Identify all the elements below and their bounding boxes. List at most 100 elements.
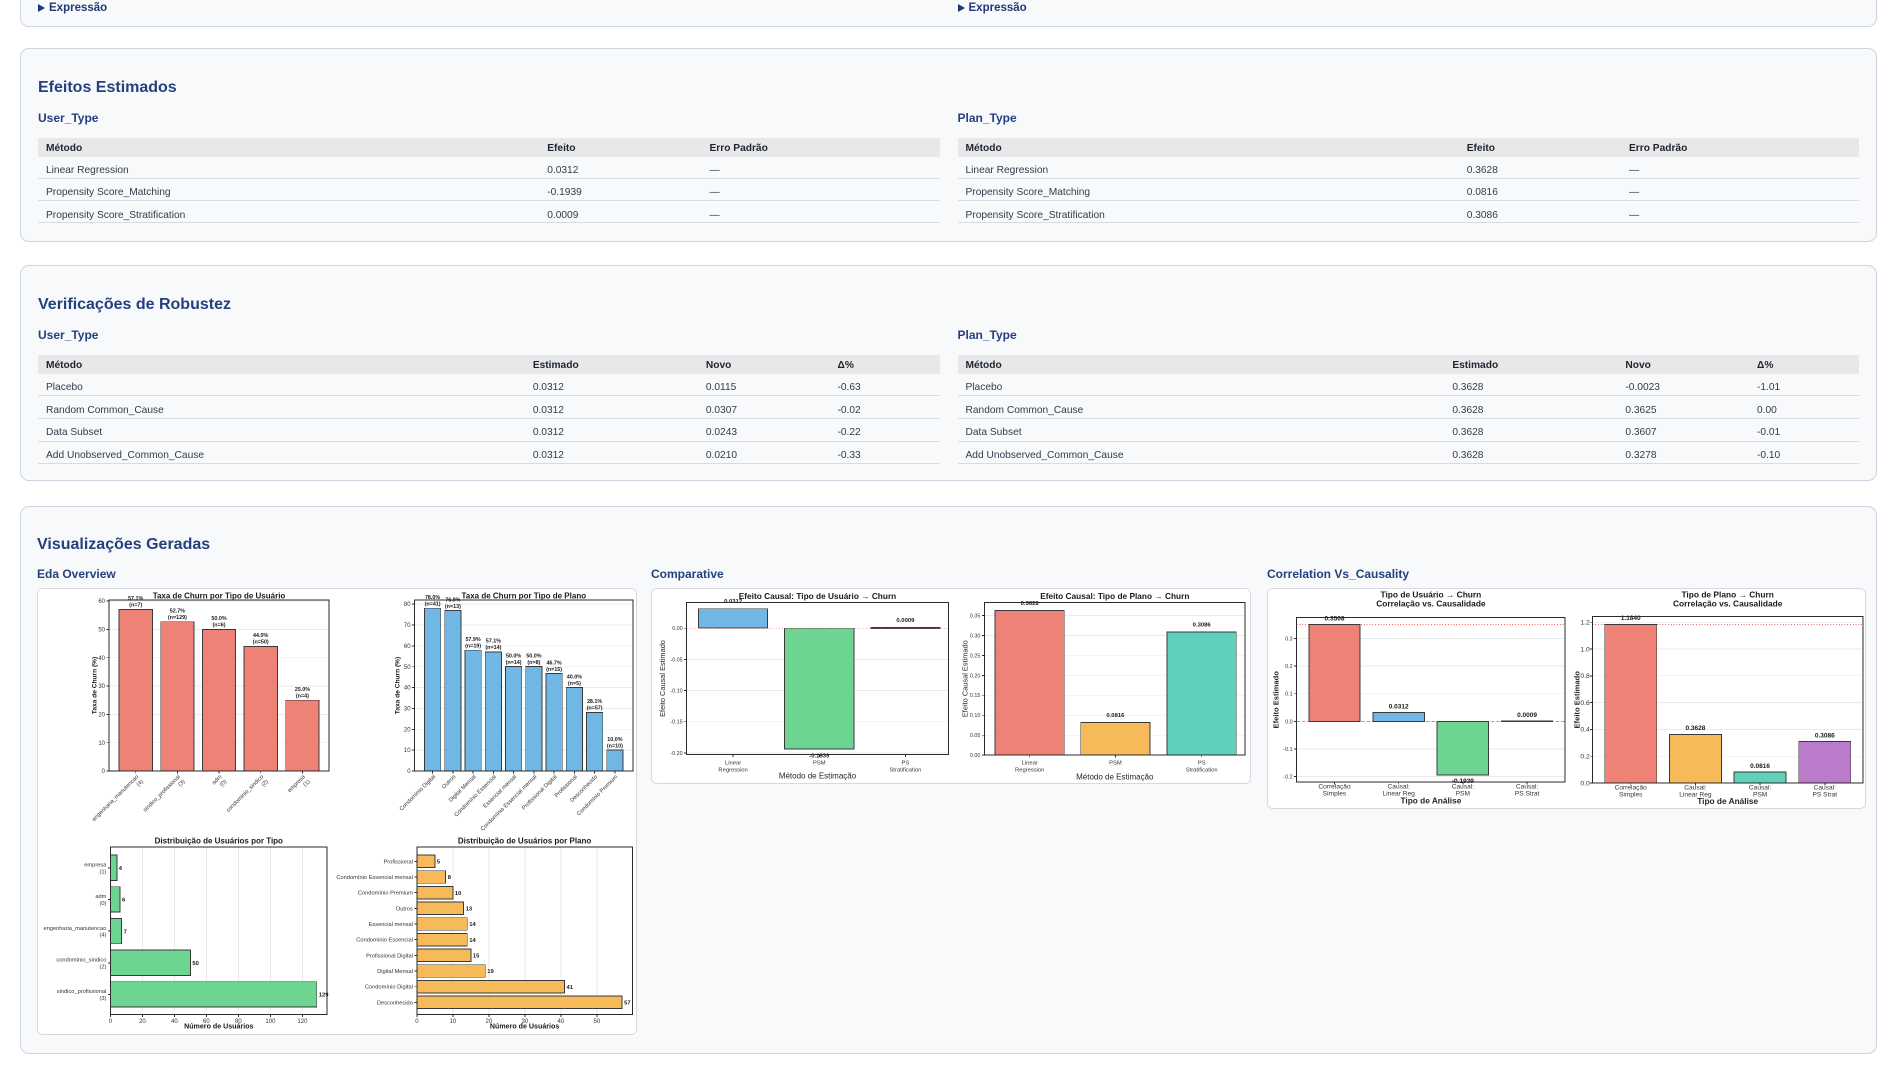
svg-text:PSM: PSM [1109,761,1122,767]
svg-text:-0.20: -0.20 [670,751,682,757]
svg-text:28.1%(n=57): 28.1% (n=57) [587,700,603,712]
svg-text:20: 20 [486,1019,493,1025]
svg-text:50.0%(n=6): 50.0% (n=6) [211,617,226,629]
svg-text:PSM: PSM [813,761,826,767]
svg-text:Distribuição de Usuários por P: Distribuição de Usuários por Plano [458,837,591,846]
svg-text:Taxa de Churn (%): Taxa de Churn (%) [92,657,99,714]
svg-text:46.7%(n=15): 46.7% (n=15) [546,661,562,673]
svg-text:-0.15: -0.15 [670,720,682,726]
svg-text:engenharia_manutencao(4): engenharia_manutencao(4) [43,926,106,939]
svg-text:50: 50 [192,961,198,967]
svg-text:Causal:PSM: Causal: PSM [1749,785,1772,799]
svg-text:Taxa de Churn por Tipo de Usuá: Taxa de Churn por Tipo de Usuário [153,592,286,601]
svg-text:adm(0): adm(0) [95,895,106,908]
svg-text:0.2: 0.2 [1580,754,1590,761]
svg-text:0.3086: 0.3086 [1815,733,1835,740]
svg-text:10: 10 [98,741,105,747]
svg-text:-0.10: -0.10 [670,689,682,695]
svg-text:Condomínio Digital: Condomínio Digital [365,985,413,991]
svg-text:0.3628: 0.3628 [1021,601,1040,607]
svg-text:15: 15 [473,954,480,960]
svg-text:40: 40 [558,1019,565,1025]
svg-text:0.0: 0.0 [1285,720,1293,726]
svg-text:Tipo de Análise: Tipo de Análise [1697,796,1758,806]
svg-text:70: 70 [404,624,411,630]
svg-text:Causal:Linear Reg: Causal: Linear Reg [1383,784,1416,798]
svg-text:Efeito Estimado: Efeito Estimado [1272,671,1281,729]
svg-text:80: 80 [235,1019,242,1025]
svg-text:41: 41 [567,985,574,991]
svg-text:0.3: 0.3 [1285,637,1293,643]
svg-text:empresa(1): empresa(1) [84,863,107,876]
svg-text:60: 60 [98,600,105,606]
svg-text:10: 10 [455,891,461,897]
svg-text:120: 120 [297,1019,308,1025]
svg-text:129: 129 [319,993,329,999]
svg-text:0.25: 0.25 [970,654,981,660]
svg-text:14: 14 [469,938,476,944]
svg-text:Profissional Digital: Profissional Digital [366,954,413,960]
svg-text:Efeito Causal Estimado: Efeito Causal Estimado [658,641,667,718]
svg-text:Outros: Outros [396,907,413,913]
svg-text:Essencial mensal: Essencial mensal [369,922,413,928]
svg-text:0.0009: 0.0009 [896,619,915,625]
svg-text:Condomínio Premium: Condomínio Premium [358,891,413,897]
svg-text:30: 30 [522,1019,529,1025]
svg-text:Efeito Causal: Tipo de Usuário: Efeito Causal: Tipo de Usuário → Churn [739,591,897,601]
svg-text:80: 80 [404,603,411,609]
svg-text:57.9%(n=19): 57.9% (n=19) [465,637,481,649]
svg-text:0.10: 0.10 [970,714,981,720]
svg-text:0: 0 [407,770,411,776]
svg-text:Causal:PS Strat: Causal: PS Strat [1813,785,1838,799]
svg-text:0.4: 0.4 [1580,727,1590,734]
svg-text:52.7%(n=129): 52.7% (n=129) [168,609,187,621]
svg-text:40.0%(n=5): 40.0% (n=5) [567,675,582,688]
svg-text:40: 40 [171,1019,178,1025]
svg-text:1.2: 1.2 [1580,620,1590,627]
svg-text:Causal:PSM: Causal: PSM [1452,784,1475,798]
svg-text:1.0: 1.0 [1580,647,1590,654]
svg-text:0.2: 0.2 [1285,665,1293,671]
svg-text:Método de Estimação: Método de Estimação [1076,773,1154,782]
svg-text:0: 0 [102,770,106,776]
svg-text:-0.2: -0.2 [1283,775,1292,781]
svg-text:0.05: 0.05 [970,734,981,740]
svg-text:0.20: 0.20 [970,674,981,680]
svg-text:-0.05: -0.05 [670,658,682,664]
svg-text:19: 19 [487,970,494,976]
svg-text:44.0%(n=50): 44.0% (n=50) [253,634,269,646]
svg-text:13: 13 [466,907,473,913]
svg-text:30: 30 [98,685,105,691]
svg-text:Taxa de Churn (%): Taxa de Churn (%) [395,657,402,714]
svg-text:57.1%(n=7): 57.1% (n=7) [128,597,143,609]
svg-text:Número de Usuários: Número de Usuários [490,1023,559,1031]
svg-text:Desconhecido: Desconhecido [377,1001,413,1007]
svg-text:10: 10 [450,1019,457,1025]
svg-text:Efeito Causal: Tipo de Plano →: Efeito Causal: Tipo de Plano → Churn [1040,591,1189,601]
svg-text:57: 57 [624,1001,630,1007]
svg-text:50.0%(n=14): 50.0% (n=14) [506,654,522,666]
svg-text:condominio_sindico(2): condominio_sindico(2) [56,958,106,971]
svg-text:50: 50 [594,1019,601,1025]
svg-text:Efeito Causal Estimado: Efeito Causal Estimado [961,641,970,718]
svg-text:0.00: 0.00 [970,754,981,760]
svg-text:76.9%(n=13): 76.9% (n=13) [445,598,461,610]
svg-text:Condomínio Essencial: Condomínio Essencial [356,938,413,944]
svg-text:6: 6 [122,898,126,904]
svg-text:0.1: 0.1 [1285,692,1293,698]
svg-text:8: 8 [448,876,452,882]
svg-text:78.0%(n=41): 78.0% (n=41) [425,596,441,608]
svg-text:0.15: 0.15 [970,694,981,700]
svg-text:60: 60 [404,644,411,650]
svg-text:Método de Estimação: Método de Estimação [779,772,857,781]
svg-text:0.3086: 0.3086 [1193,623,1212,629]
svg-text:100: 100 [265,1019,276,1025]
svg-text:0.0009: 0.0009 [1517,712,1537,719]
